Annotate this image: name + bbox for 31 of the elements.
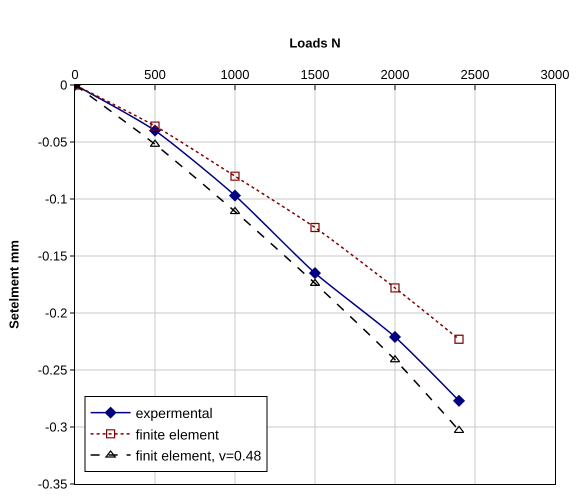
legend-label: finit element, v=0.48	[136, 447, 262, 464]
x-axis-title: Loads N	[289, 36, 341, 51]
point	[390, 283, 400, 293]
legend-label: expermental	[136, 405, 213, 422]
x-tick-label: 1500	[300, 66, 330, 82]
y-axis-title: Setelment mm	[6, 240, 22, 329]
point	[454, 426, 464, 434]
point	[453, 394, 465, 407]
y-tick-label: -0.05	[38, 134, 68, 150]
point	[230, 172, 240, 181]
point	[309, 267, 321, 279]
x-tick-label: 2500	[460, 66, 490, 82]
y-tick-label: -0.25	[38, 362, 68, 378]
x-tick-label: 0	[71, 66, 79, 82]
y-tick-label: -0.2	[44, 306, 68, 321]
y-tick-label: -0.1	[44, 192, 68, 207]
point	[389, 331, 401, 343]
x-tick-label: 3000	[540, 66, 570, 82]
point	[454, 334, 464, 344]
y-tick-label: -0.35	[38, 476, 68, 492]
y-tick-label: -0.15	[38, 248, 68, 264]
legend-label: finite element	[136, 426, 219, 442]
point	[150, 121, 160, 131]
y-tick-label: 0	[60, 78, 68, 93]
point	[310, 222, 320, 232]
y-tick-label: -0.3	[44, 420, 68, 435]
x-tick-label: 2000	[380, 66, 410, 82]
point	[230, 206, 240, 214]
point	[229, 190, 241, 202]
x-tick-label: 1000	[220, 66, 250, 82]
x-tick-label: 500	[144, 66, 166, 82]
